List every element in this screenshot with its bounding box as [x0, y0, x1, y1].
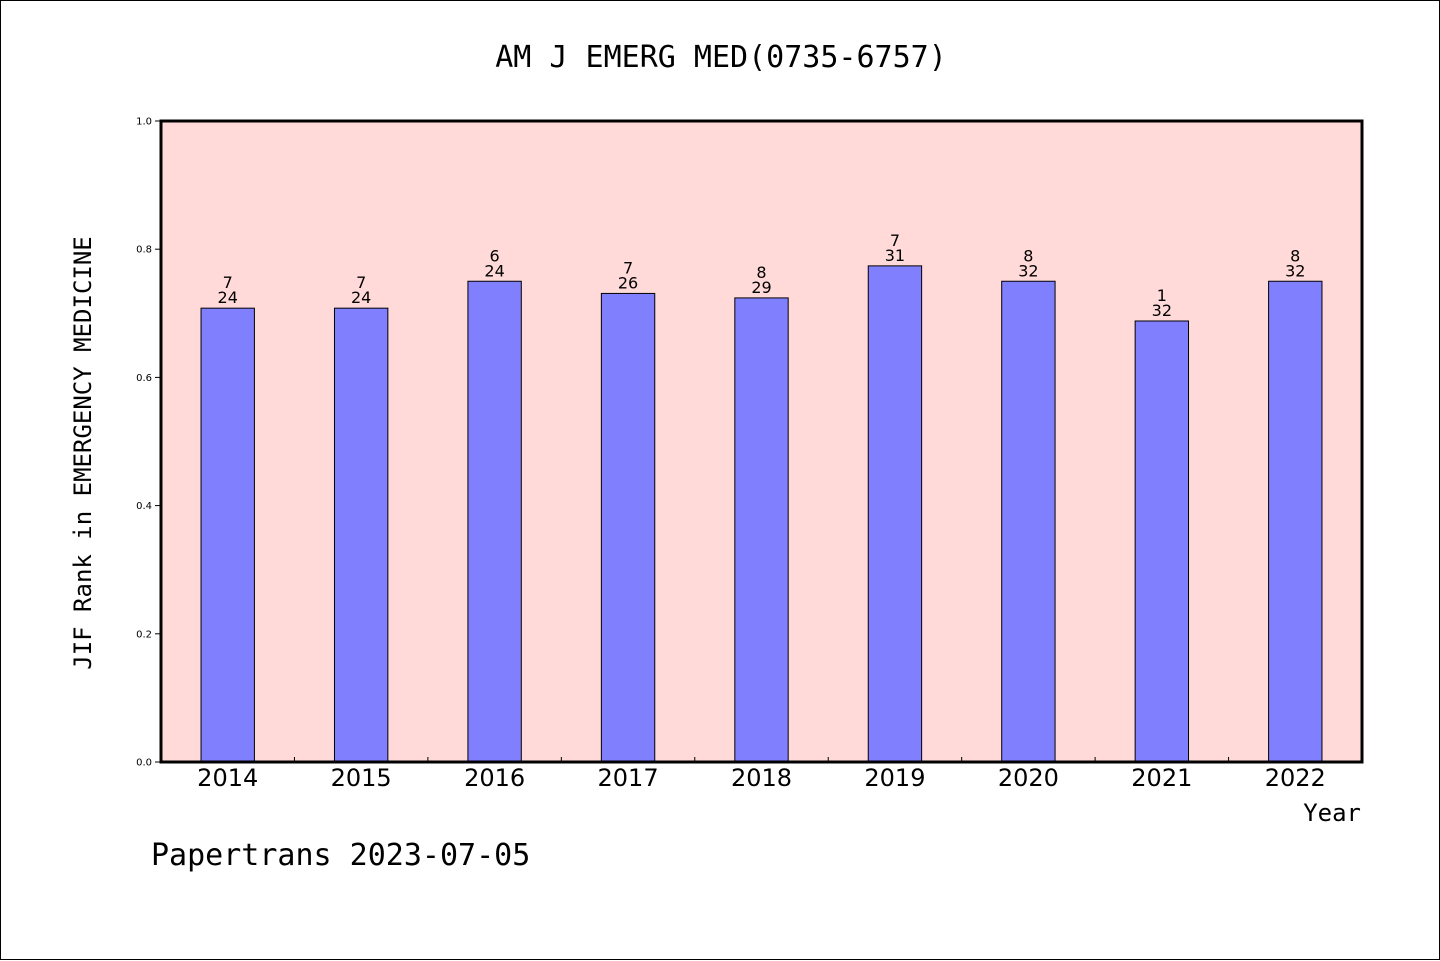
- x-tick-label-2016: 2016: [464, 764, 525, 792]
- y-tick-label-0.0: 0.0: [136, 758, 152, 769]
- bar-2015: [333, 307, 389, 763]
- bar-2020: [1001, 280, 1056, 763]
- bar-rank-label-2017: 7: [623, 258, 633, 277]
- x-tick-label-2017: 2017: [598, 764, 659, 792]
- bar-total-label-2020: 32: [1018, 261, 1038, 280]
- bars-group: [200, 265, 1323, 763]
- bar-2019: [867, 265, 923, 763]
- bar-total-label-2019: 31: [885, 246, 905, 265]
- y-tick-label-0.8: 0.8: [136, 245, 152, 256]
- bar-rank-label-2022: 8: [1290, 246, 1300, 265]
- x-axis-ticks: 2014 2015 2016 2017 2018 2019 2020 2021 2022: [197, 757, 1326, 792]
- y-tick-label-0.2: 0.2: [136, 629, 152, 640]
- bar-2018: [734, 297, 789, 763]
- x-tick-label-2018: 2018: [731, 764, 792, 792]
- x-tick-label-2022: 2022: [1265, 764, 1326, 792]
- chart-title: AM J EMERG MED(0735-6757): [495, 40, 947, 75]
- bar-total-label-2014: 24: [218, 288, 238, 307]
- footer-credit: Papertrans 2023-07-05: [151, 838, 530, 873]
- bar-rank-label-2018: 8: [756, 263, 766, 282]
- bar-2021: [1134, 320, 1190, 763]
- bar-2017: [600, 292, 656, 763]
- x-tick-label-2021: 2021: [1131, 764, 1192, 792]
- plot-border: [159, 119, 1364, 764]
- y-axis-ticks: 0.0 0.2 0.4 0.6 0.8 1.0: [136, 117, 161, 769]
- x-tick-label-2020: 2020: [998, 764, 1059, 792]
- x-tick-label-2019: 2019: [864, 764, 925, 792]
- bar-rank-label-2019: 7: [890, 231, 900, 250]
- y-tick-label-0.6: 0.6: [136, 373, 152, 384]
- x-tick-label-2014: 2014: [197, 764, 258, 792]
- y-axis-label: JIF Rank in EMERGENCY MEDICINE: [69, 236, 97, 669]
- bar-2014: [200, 307, 255, 763]
- bar-2016: [467, 280, 522, 763]
- bar-total-label-2015: 24: [351, 288, 371, 307]
- bar-2022: [1268, 280, 1323, 763]
- y-tick-label-1.0: 1.0: [136, 117, 152, 128]
- bar-total-label-2017: 26: [618, 273, 638, 292]
- bar-total-label-2018: 29: [751, 278, 771, 297]
- x-axis-label: Year: [1303, 799, 1361, 827]
- y-tick-label-0.4: 0.4: [136, 501, 152, 512]
- bar-rank-label-2015: 7: [356, 273, 366, 292]
- bar-total-label-2016: 24: [484, 261, 504, 280]
- bar-rank-label-2016: 6: [490, 246, 500, 265]
- bar-total-label-2021: 32: [1152, 301, 1172, 320]
- x-tick-label-2015: 2015: [331, 764, 392, 792]
- bar-rank-label-2020: 8: [1023, 246, 1033, 265]
- bar-rank-label-2014: 7: [223, 273, 233, 292]
- bar-rank-label-2021: 1: [1157, 286, 1167, 305]
- bar-total-label-2022: 32: [1285, 261, 1305, 280]
